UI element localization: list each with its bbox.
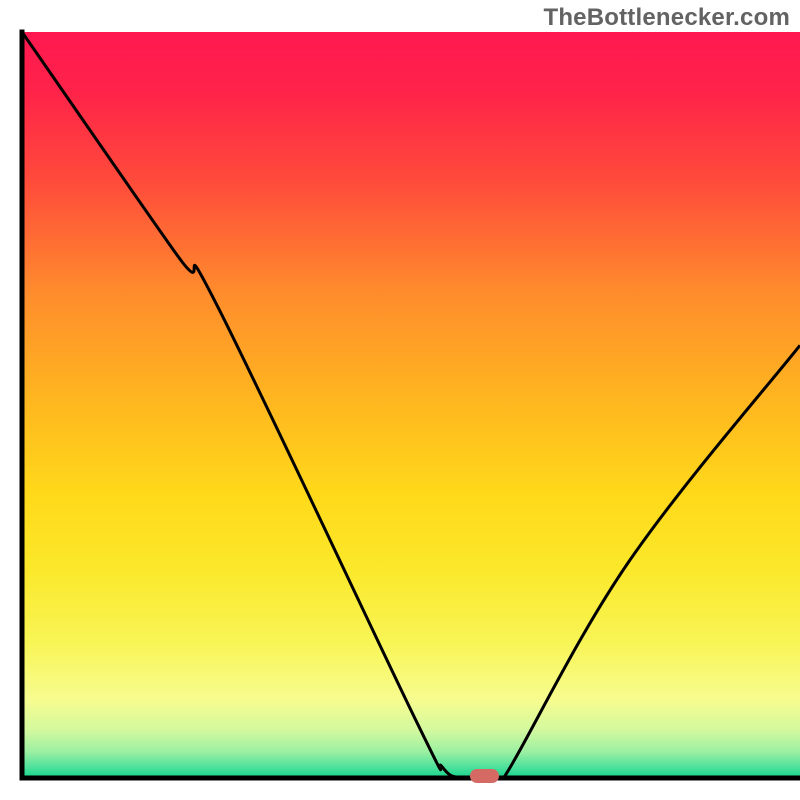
gradient-background [22,32,800,778]
minimum-marker [470,769,499,783]
plot-svg [0,0,800,800]
chart-canvas: TheBottlenecker.com [0,0,800,800]
attribution-watermark: TheBottlenecker.com [543,4,790,32]
